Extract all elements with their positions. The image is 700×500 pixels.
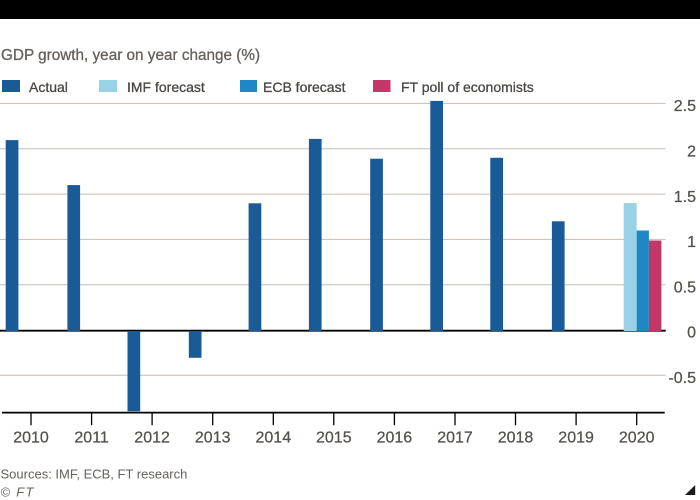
- svg-text:2016: 2016: [377, 430, 413, 447]
- svg-text:2010: 2010: [13, 430, 49, 447]
- svg-text:FT poll of economists: FT poll of economists: [401, 79, 534, 95]
- svg-text:0.5: 0.5: [674, 279, 696, 296]
- svg-text:1.5: 1.5: [674, 189, 696, 206]
- svg-text:0: 0: [687, 325, 696, 342]
- svg-text:2013: 2013: [195, 430, 231, 447]
- svg-text:-0.5: -0.5: [668, 370, 696, 387]
- svg-text:1: 1: [687, 234, 696, 251]
- svg-text:Sources: IMF, ECB, FT research: Sources: IMF, ECB, FT research: [1, 466, 188, 481]
- svg-text:ECB forecast: ECB forecast: [263, 79, 346, 95]
- svg-text:2.5: 2.5: [674, 98, 696, 115]
- svg-text:2019: 2019: [558, 430, 594, 447]
- svg-text:2011: 2011: [74, 430, 109, 447]
- svg-text:2018: 2018: [498, 430, 534, 447]
- svg-text:2: 2: [687, 143, 696, 160]
- svg-text:2015: 2015: [316, 430, 352, 447]
- svg-text:IMF forecast: IMF forecast: [127, 79, 205, 95]
- svg-text:2014: 2014: [256, 430, 292, 447]
- svg-text:Actual: Actual: [29, 79, 68, 95]
- svg-text:2017: 2017: [437, 430, 473, 447]
- svg-text:2020: 2020: [619, 430, 655, 447]
- svg-text:2012: 2012: [134, 430, 170, 447]
- svg-text:© FT: © FT: [1, 484, 35, 499]
- svg-text:GDP growth, year on year chang: GDP growth, year on year change (%): [1, 47, 260, 64]
